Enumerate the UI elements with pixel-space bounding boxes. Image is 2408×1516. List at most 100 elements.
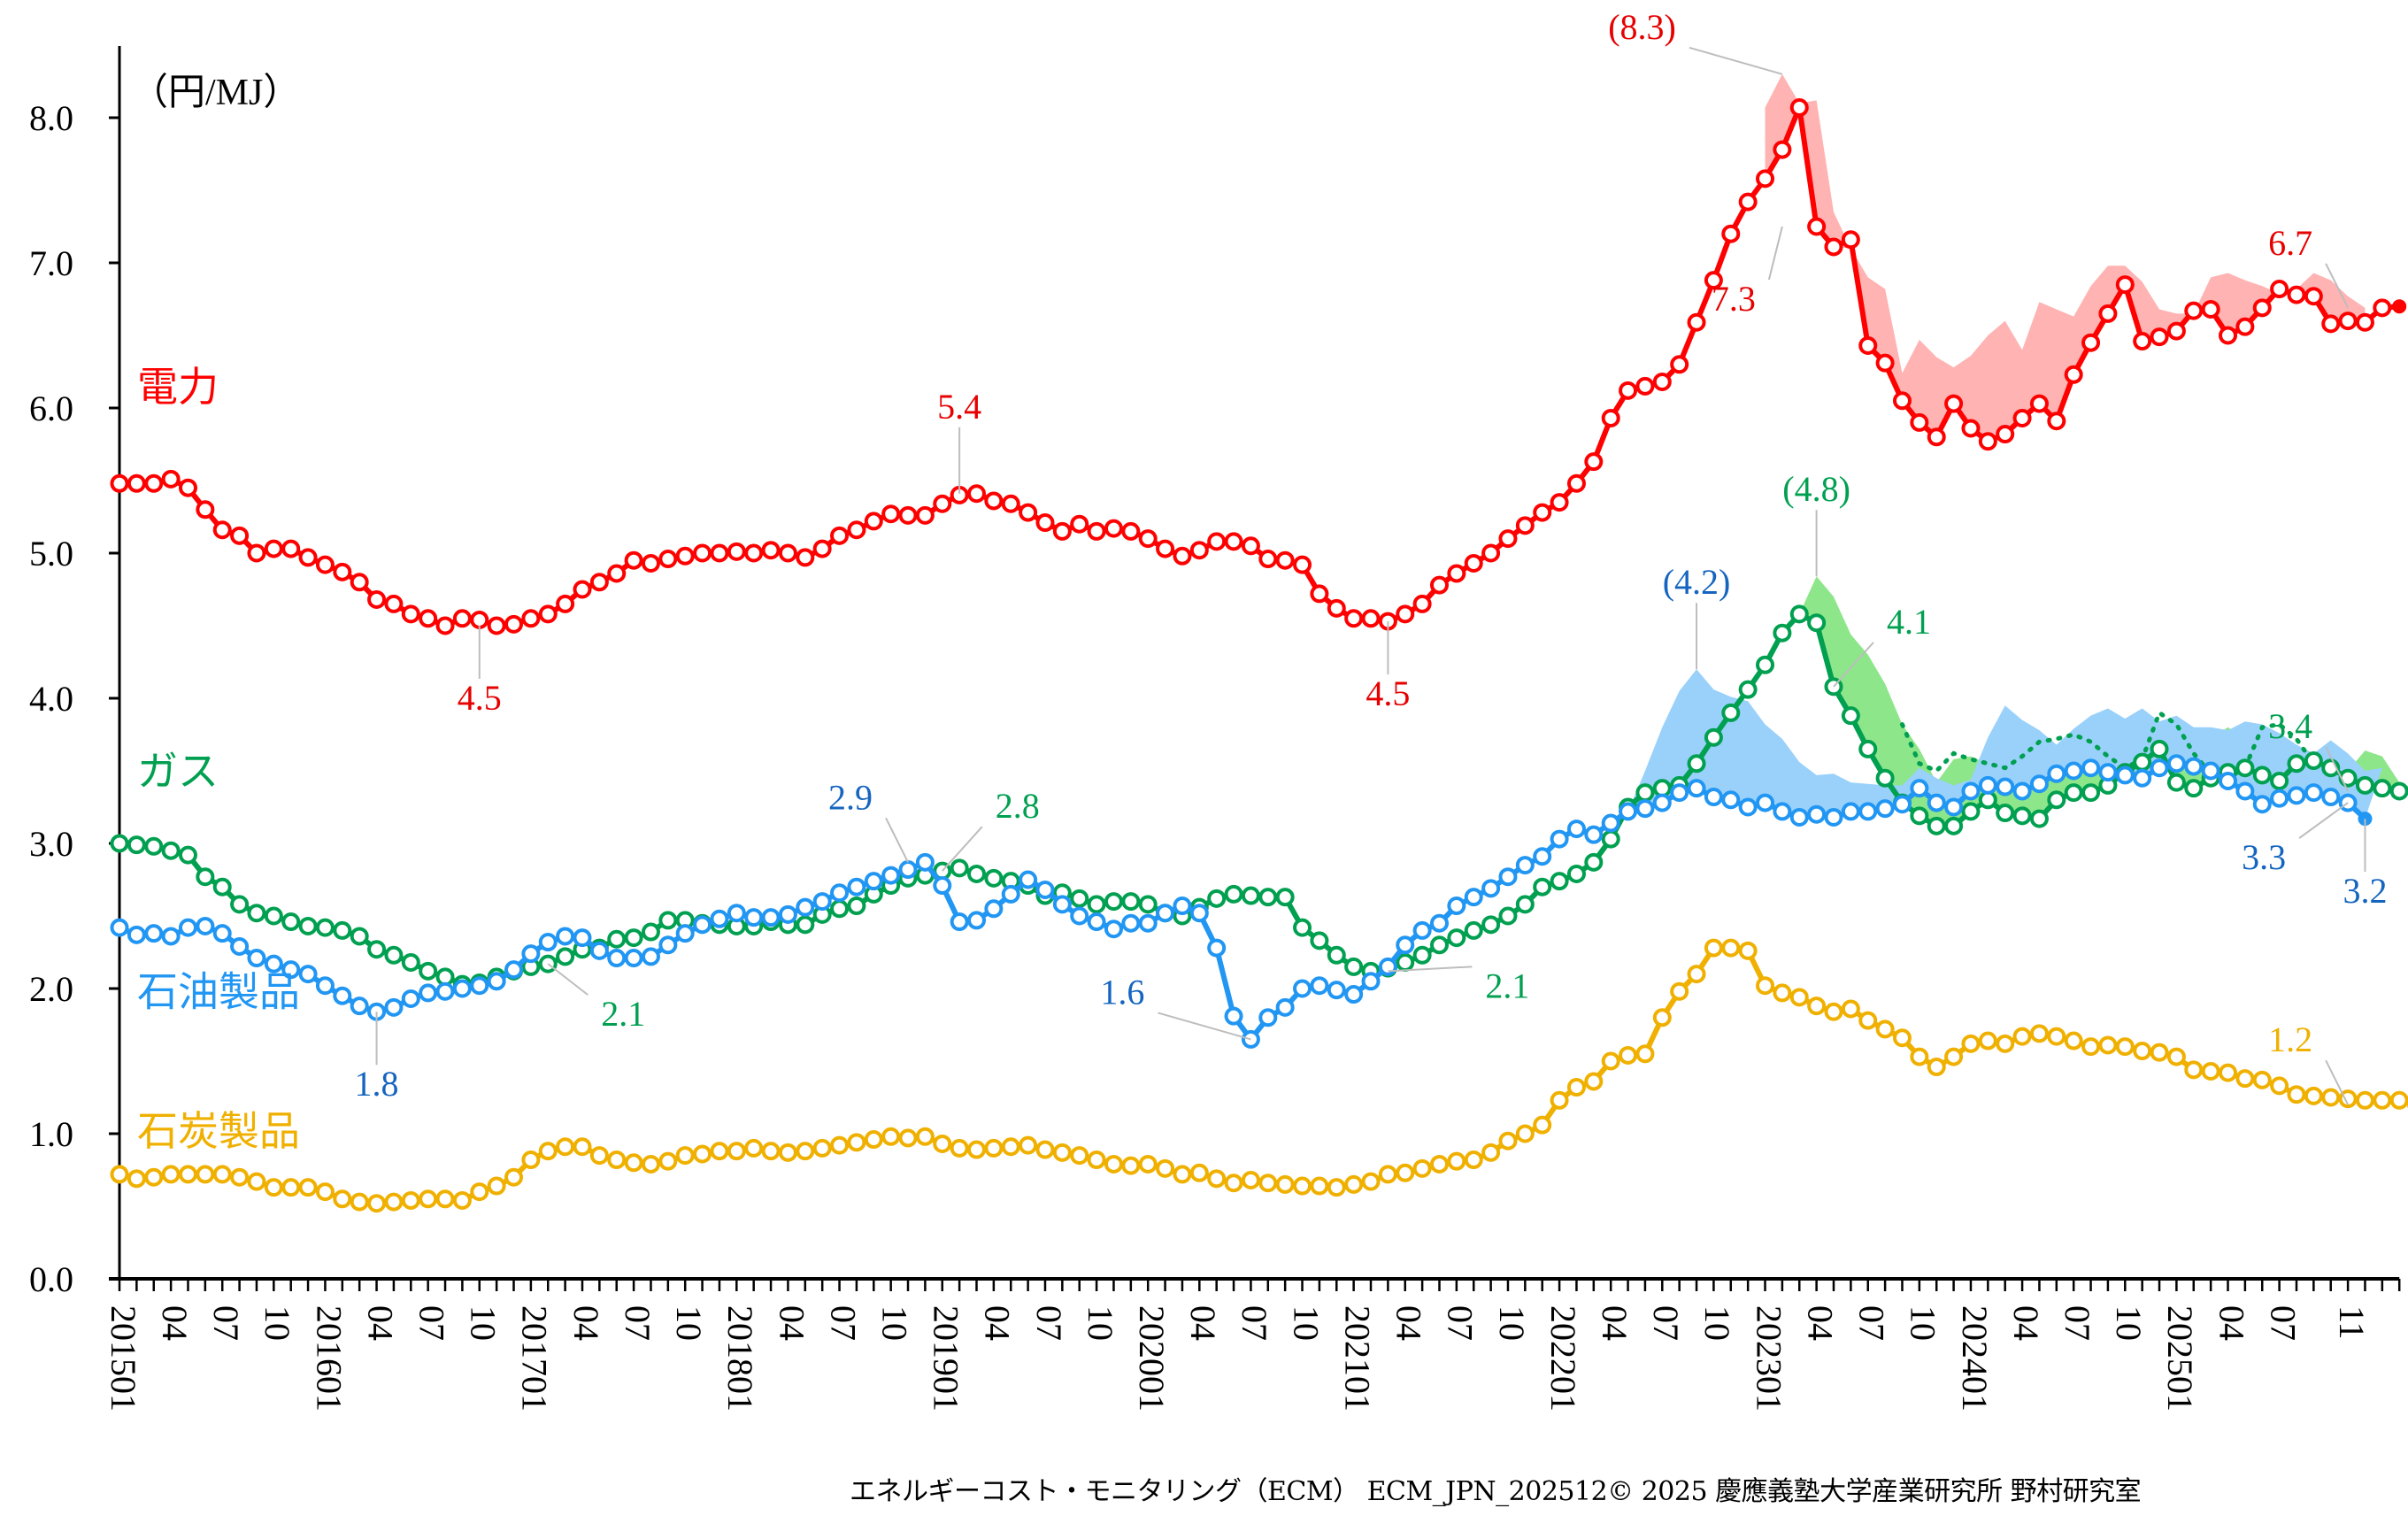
data-point — [504, 960, 524, 980]
data-point — [1121, 521, 1141, 541]
data-point — [1635, 783, 1655, 803]
y-tick-label: 2.0 — [29, 969, 73, 1009]
data-point — [812, 539, 832, 558]
data-point — [1773, 140, 1792, 159]
annotation-label: 1.2 — [2268, 1020, 2312, 1059]
data-point — [1447, 1151, 1466, 1171]
data-point — [2047, 1027, 2066, 1046]
x-tick-label: 201901 — [927, 1305, 966, 1412]
data-point — [315, 976, 335, 996]
annotation-leader — [1767, 226, 1783, 281]
data-point — [1087, 1150, 1106, 1170]
data-point — [401, 952, 420, 972]
data-point — [161, 469, 181, 489]
annotation-leader — [2325, 263, 2349, 309]
data-point — [2098, 763, 2118, 782]
data-point — [2373, 1090, 2392, 1110]
data-point — [2252, 298, 2272, 318]
data-point — [1824, 237, 1843, 257]
data-point — [658, 911, 678, 930]
data-point — [1601, 829, 1620, 849]
data-point — [1892, 391, 1912, 411]
data-point — [144, 473, 164, 493]
data-point — [898, 505, 918, 525]
data-point — [1635, 376, 1655, 396]
data-point — [144, 1167, 164, 1187]
data-point — [350, 997, 369, 1016]
data-point — [367, 940, 387, 959]
data-point — [196, 1165, 215, 1184]
data-point — [281, 539, 301, 558]
data-point — [1361, 1172, 1381, 1191]
data-point — [2064, 1031, 2083, 1050]
data-point — [2235, 758, 2255, 778]
data-point — [2287, 754, 2306, 773]
data-point — [2047, 764, 2066, 783]
data-point — [110, 918, 129, 937]
data-point — [1070, 906, 1089, 926]
data-point — [1687, 754, 1706, 773]
data-point — [898, 1128, 918, 1148]
data-point — [1429, 913, 1449, 933]
data-point — [727, 904, 746, 923]
data-point — [1087, 912, 1106, 932]
data-point — [1052, 521, 1072, 541]
annotation-leader — [942, 826, 983, 872]
data-point — [984, 1138, 1004, 1158]
x-tick-label: 04 — [1800, 1305, 1840, 1341]
annotation-label: 2.1 — [601, 994, 645, 1034]
data-point — [1464, 888, 1483, 907]
data-point — [333, 1189, 352, 1209]
data-point — [2373, 779, 2392, 798]
data-point — [1550, 872, 1569, 891]
x-tick-label: 11 — [2332, 1305, 2372, 1340]
data-point — [1035, 513, 1055, 533]
annotation-label: (8.3) — [1608, 7, 1676, 47]
x-tick-label: 07 — [412, 1305, 451, 1341]
data-point — [1412, 945, 1432, 965]
data-point — [264, 539, 283, 558]
data-point — [1601, 813, 1620, 833]
data-point — [1001, 1137, 1020, 1157]
data-point — [298, 965, 318, 984]
data-point — [419, 983, 438, 1003]
data-point — [1841, 706, 1860, 726]
data-point — [967, 484, 986, 504]
data-point — [350, 573, 369, 592]
data-point — [1756, 793, 1775, 812]
data-point — [384, 1192, 404, 1212]
x-tick-label: 10 — [2109, 1305, 2149, 1341]
x-tick-label: 07 — [823, 1305, 863, 1341]
data-point — [1378, 1165, 1397, 1184]
data-point — [230, 895, 250, 914]
data-point — [1773, 983, 1792, 1003]
data-point — [247, 949, 266, 968]
data-point — [127, 473, 146, 493]
data-point — [2321, 1088, 2341, 1107]
data-point — [1207, 532, 1227, 551]
data-point — [2270, 1076, 2289, 1096]
data-point — [2133, 1042, 2152, 1061]
annotation-label: 4.5 — [1366, 673, 1410, 713]
data-point — [1927, 427, 1946, 447]
data-point — [761, 541, 781, 560]
data-point — [2355, 775, 2374, 795]
data-point — [144, 836, 164, 856]
data-point — [1738, 680, 1758, 699]
data-point — [1944, 1047, 1964, 1066]
data-point — [967, 911, 986, 930]
data-point — [1258, 1008, 1278, 1027]
data-point — [1996, 1034, 2015, 1053]
data-point — [1293, 555, 1312, 574]
annotation-label: 1.8 — [355, 1064, 399, 1104]
data-point — [1258, 550, 1278, 569]
data-point — [2133, 332, 2152, 351]
data-point — [1121, 892, 1141, 912]
data-point — [1019, 1135, 1038, 1155]
data-point — [675, 924, 695, 943]
data-point — [1104, 892, 1123, 912]
data-point — [1601, 1051, 1620, 1071]
data-point — [1087, 521, 1106, 541]
data-point — [830, 1135, 850, 1155]
